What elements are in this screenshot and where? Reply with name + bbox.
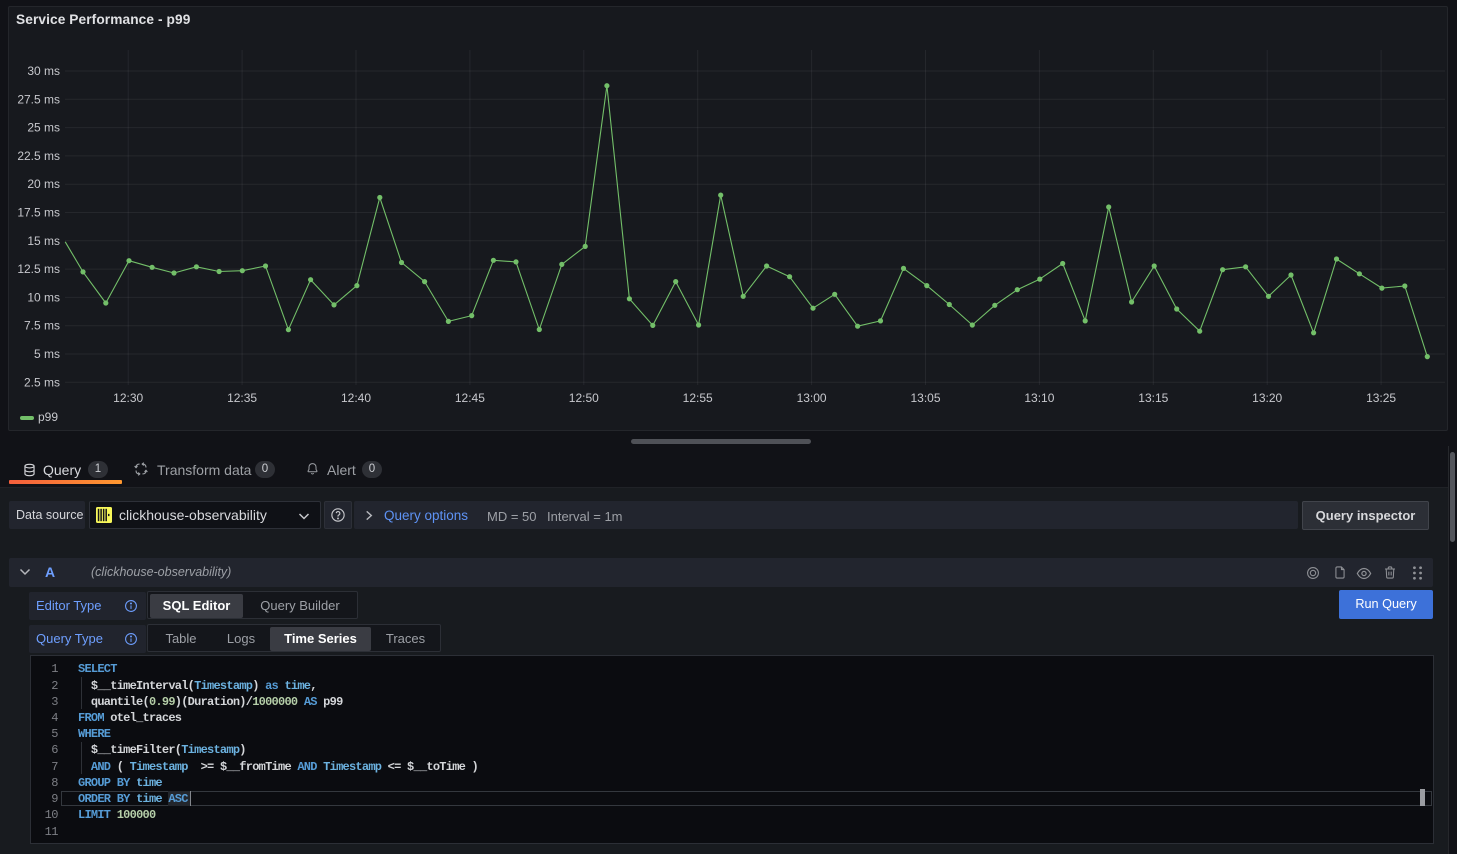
svg-text:13:15: 13:15 bbox=[1138, 391, 1168, 405]
svg-text:13:05: 13:05 bbox=[910, 391, 940, 405]
svg-text:13:00: 13:00 bbox=[797, 391, 827, 405]
svg-text:27.5 ms: 27.5 ms bbox=[17, 92, 60, 106]
svg-text:2.5 ms: 2.5 ms bbox=[24, 375, 60, 389]
svg-text:12:30: 12:30 bbox=[113, 391, 143, 405]
svg-text:12.5 ms: 12.5 ms bbox=[17, 262, 60, 276]
svg-text:13:25: 13:25 bbox=[1366, 391, 1396, 405]
svg-text:12:45: 12:45 bbox=[455, 391, 485, 405]
svg-text:20 ms: 20 ms bbox=[27, 177, 60, 191]
svg-text:5 ms: 5 ms bbox=[34, 347, 60, 361]
svg-text:22.5 ms: 22.5 ms bbox=[17, 149, 60, 163]
svg-text:13:20: 13:20 bbox=[1252, 391, 1282, 405]
svg-text:30 ms: 30 ms bbox=[27, 64, 60, 78]
svg-text:13:10: 13:10 bbox=[1024, 391, 1054, 405]
svg-text:7.5 ms: 7.5 ms bbox=[24, 319, 60, 333]
svg-text:12:35: 12:35 bbox=[227, 391, 257, 405]
svg-text:10 ms: 10 ms bbox=[27, 290, 60, 304]
svg-text:12:55: 12:55 bbox=[683, 391, 713, 405]
svg-text:12:50: 12:50 bbox=[569, 391, 599, 405]
svg-text:12:40: 12:40 bbox=[341, 391, 371, 405]
svg-text:17.5 ms: 17.5 ms bbox=[17, 206, 60, 220]
svg-text:25 ms: 25 ms bbox=[27, 121, 60, 135]
svg-text:15 ms: 15 ms bbox=[27, 234, 60, 248]
